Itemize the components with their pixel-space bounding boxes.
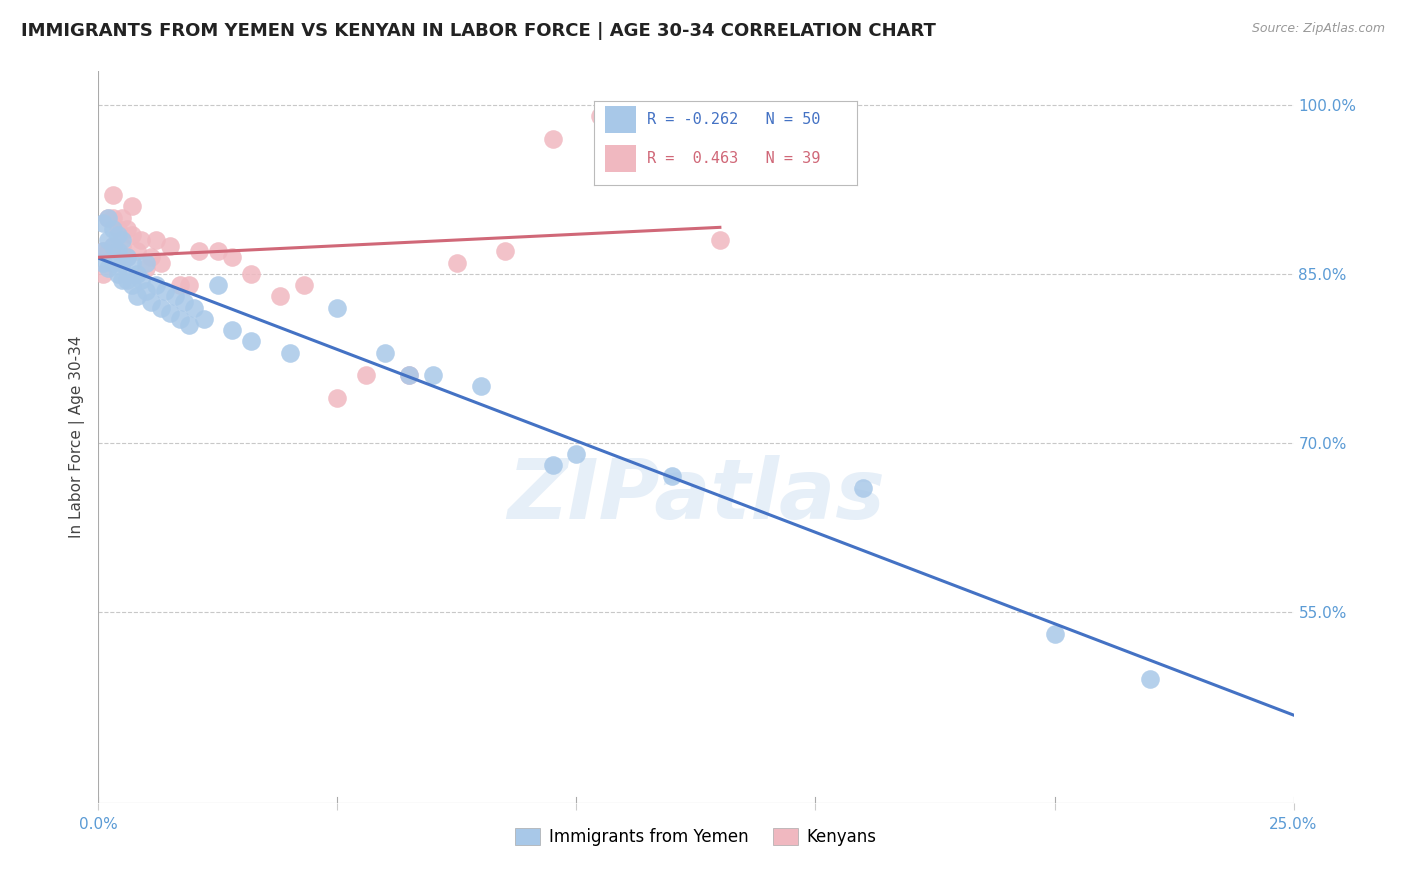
Point [221,323,243,337]
Point [135,255,157,269]
Point [97,211,120,225]
Point [91,244,114,259]
Point [326,301,349,315]
Point [135,261,157,276]
Point [107,244,129,259]
Point [565,447,588,461]
Point [852,481,875,495]
Point [145,278,167,293]
Point [125,289,148,303]
Point [91,216,114,230]
Point [145,233,167,247]
Point [111,255,134,269]
Point [494,244,516,259]
Point [661,469,683,483]
Point [91,244,114,259]
Point [541,458,564,473]
Point [107,222,129,236]
Point [207,278,229,293]
Point [183,301,205,315]
Point [159,239,181,253]
Point [398,368,420,383]
Point [111,233,134,247]
Point [169,278,191,293]
Point [173,295,195,310]
Point [187,244,209,259]
Point [97,211,120,225]
Point [398,368,420,383]
Point [97,261,120,276]
Point [155,284,177,298]
Point [149,301,172,315]
Point [541,132,564,146]
Point [115,272,138,286]
Point [115,222,138,236]
Point [240,267,263,281]
Point [193,312,215,326]
Point [637,132,659,146]
Point [135,284,157,298]
Point [101,222,124,236]
Point [446,255,468,269]
Point [111,272,134,286]
Point [131,272,153,286]
Point [326,391,349,405]
Point [131,233,153,247]
Point [292,278,315,293]
Point [91,267,114,281]
Point [240,334,263,349]
Point [107,267,129,281]
Point [107,227,129,242]
Point [589,109,612,123]
Point [97,244,120,259]
Point [1043,627,1066,641]
Text: Source: ZipAtlas.com: Source: ZipAtlas.com [1251,22,1385,36]
Point [269,289,291,303]
Point [111,211,134,225]
Point [374,345,396,359]
Point [121,227,143,242]
Point [121,278,143,293]
Point [179,318,201,332]
Point [115,250,138,264]
Point [97,233,120,247]
Legend: Immigrants from Yemen, Kenyans: Immigrants from Yemen, Kenyans [509,822,883,853]
Point [179,278,201,293]
Point [139,250,162,264]
Point [278,345,301,359]
Point [709,233,731,247]
Point [107,244,129,259]
Point [115,250,138,264]
Point [121,199,143,213]
Point [149,255,172,269]
Point [101,239,124,253]
Point [91,255,114,269]
Text: ZIPatlas: ZIPatlas [508,455,884,536]
Point [169,312,191,326]
Point [121,255,143,269]
Point [221,250,243,264]
Text: IMMIGRANTS FROM YEMEN VS KENYAN IN LABOR FORCE | AGE 30-34 CORRELATION CHART: IMMIGRANTS FROM YEMEN VS KENYAN IN LABOR… [21,22,936,40]
Point [111,239,134,253]
Point [139,295,162,310]
Point [101,239,124,253]
Point [470,379,492,393]
Point [354,368,377,383]
Point [101,211,124,225]
Point [101,255,124,269]
Point [163,289,186,303]
Point [125,244,148,259]
Point [422,368,444,383]
Point [125,267,148,281]
Point [159,306,181,320]
Point [1139,672,1161,686]
Point [207,244,229,259]
Point [101,188,124,202]
Y-axis label: In Labor Force | Age 30-34: In Labor Force | Age 30-34 [69,335,84,539]
